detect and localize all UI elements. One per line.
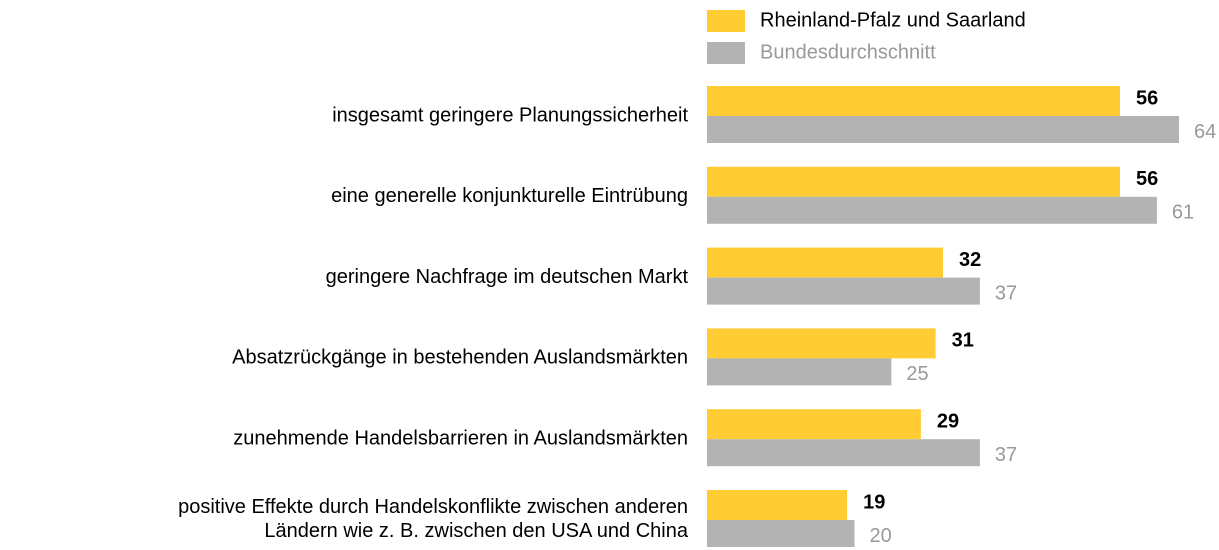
bar xyxy=(707,86,1120,116)
category-label: geringere Nachfrage im deutschen Markt xyxy=(326,266,689,288)
category-label: positive Effekte durch Handelskonflikte … xyxy=(178,496,689,542)
value-label: 19 xyxy=(863,491,885,513)
bar xyxy=(707,166,1120,197)
value-label: 25 xyxy=(906,363,928,385)
value-label: 32 xyxy=(959,249,981,271)
value-label: 29 xyxy=(937,410,959,432)
bar xyxy=(707,439,980,467)
value-label: 56 xyxy=(1136,87,1158,109)
bar xyxy=(707,328,936,359)
value-label: 37 xyxy=(995,282,1017,304)
value-label: 64 xyxy=(1194,121,1216,143)
category-label: insgesamt geringere Planungssicherheit xyxy=(332,104,688,126)
bar xyxy=(707,520,855,547)
legend-swatch xyxy=(707,10,745,32)
bar xyxy=(707,277,980,305)
legend-label: Rheinland-Pfalz und Saarland xyxy=(760,9,1026,31)
value-label: 61 xyxy=(1172,202,1194,224)
value-label: 56 xyxy=(1136,168,1158,190)
bar xyxy=(707,358,892,386)
bar xyxy=(707,196,1157,224)
value-label: 37 xyxy=(995,444,1017,466)
bar xyxy=(707,247,943,278)
category-label: zunehmende Handelsbarrieren in Auslandsm… xyxy=(233,427,688,449)
value-label: 20 xyxy=(870,525,892,547)
bar xyxy=(707,116,1179,143)
legend-swatch xyxy=(707,42,745,64)
bar xyxy=(707,409,921,440)
category-label: eine generelle konjunkturelle Eintrübung xyxy=(331,185,688,207)
bar xyxy=(707,490,848,520)
category-label: Absatzrückgänge in bestehenden Auslandsm… xyxy=(232,347,688,369)
value-label: 31 xyxy=(952,330,974,352)
legend-label: Bundesdurchschnitt xyxy=(760,41,936,63)
